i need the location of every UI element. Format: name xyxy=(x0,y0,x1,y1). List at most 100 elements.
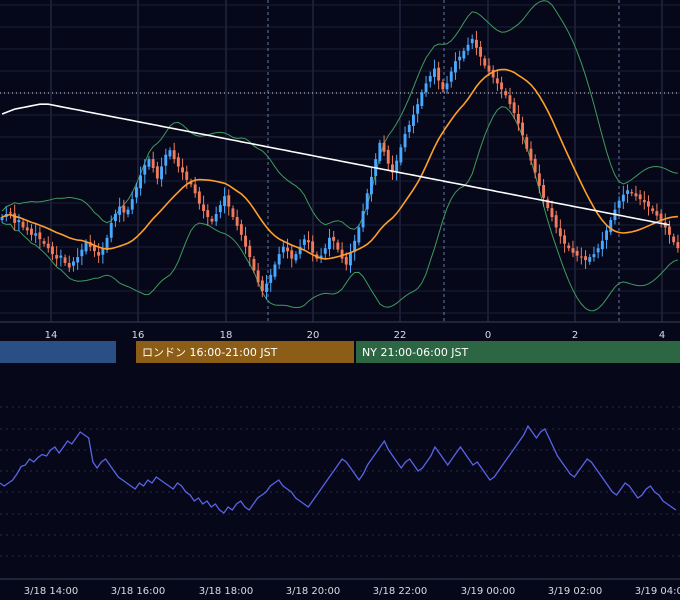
oscillator-panel xyxy=(0,406,680,580)
candle-body xyxy=(407,125,411,133)
candle-body xyxy=(491,69,495,78)
price-x-tick: 2 xyxy=(572,330,578,341)
candle-body xyxy=(445,83,449,90)
candle-body xyxy=(164,154,168,166)
candle-body xyxy=(273,264,277,277)
candle-body xyxy=(223,196,226,206)
candle-body xyxy=(361,211,365,228)
candle-body xyxy=(168,150,172,157)
candle-body xyxy=(122,205,126,213)
candle-body xyxy=(286,247,289,252)
candle-body xyxy=(512,102,516,114)
candle-body xyxy=(130,199,134,210)
osc-line xyxy=(0,424,677,514)
candle-body xyxy=(365,193,369,210)
candle-body xyxy=(181,167,184,173)
candle-body xyxy=(143,165,147,175)
candle-body xyxy=(458,56,462,61)
candle-body xyxy=(630,192,634,194)
candles xyxy=(0,30,680,300)
candle-body xyxy=(600,240,604,250)
candle-body xyxy=(533,158,537,173)
candle-body xyxy=(487,65,491,72)
candle-body xyxy=(38,232,42,240)
candle-body xyxy=(558,228,562,237)
moving-average-slow xyxy=(1,103,670,226)
candle-body xyxy=(391,164,394,173)
osc-x-tick: 3/18 20:00 xyxy=(286,586,340,597)
candle-body xyxy=(84,242,88,252)
candle-body xyxy=(210,218,214,222)
candle-body xyxy=(147,159,151,167)
session-label: NY 21:00-06:00 JST xyxy=(362,346,469,359)
candle-body xyxy=(281,246,285,253)
candle-body xyxy=(655,211,659,216)
candle-body xyxy=(638,194,642,200)
candle-body xyxy=(470,38,474,44)
osc-x-tick: 3/19 04:00 xyxy=(635,586,680,597)
candle-body xyxy=(353,240,357,252)
candle-body xyxy=(227,195,231,207)
candle-body xyxy=(214,214,218,222)
candle-body xyxy=(135,187,138,198)
candle-body xyxy=(239,224,243,235)
candle-body xyxy=(344,256,348,265)
candle-body xyxy=(454,61,457,73)
candle-body xyxy=(588,257,592,262)
candle-body xyxy=(189,181,193,185)
candle-body xyxy=(176,157,180,167)
price-x-tick: 18 xyxy=(220,330,233,341)
osc-x-tick: 3/18 16:00 xyxy=(111,586,165,597)
candle-body xyxy=(25,227,29,231)
candle-body xyxy=(420,92,424,106)
bollinger-bands xyxy=(1,0,679,312)
candle-body xyxy=(567,245,571,249)
candle-body xyxy=(256,270,260,283)
candle-body xyxy=(479,46,482,57)
candle-body xyxy=(378,142,382,161)
candle-body xyxy=(386,149,390,164)
candle-body xyxy=(340,249,344,259)
candle-body xyxy=(88,242,92,247)
session-bar: ロンドン 16:00-21:00 JST NY 21:00-06:00 JST xyxy=(0,341,680,363)
candle-body xyxy=(185,171,189,180)
candle-body xyxy=(0,217,4,220)
candle-body xyxy=(328,237,331,250)
candle-body xyxy=(97,252,101,256)
candle-body xyxy=(621,194,625,202)
candle-body xyxy=(332,236,336,241)
candle-body xyxy=(206,210,210,217)
candle-body xyxy=(277,254,281,265)
osc-x-tick: 3/18 22:00 xyxy=(373,586,427,597)
candle-body xyxy=(542,185,545,198)
candle-body xyxy=(495,78,499,84)
candle-body xyxy=(21,221,25,228)
candle-body xyxy=(319,255,323,259)
candle-body xyxy=(672,236,676,243)
candle-body xyxy=(370,176,373,195)
candle-body xyxy=(172,150,176,160)
candle-body xyxy=(248,245,252,258)
candle-body xyxy=(584,256,587,261)
candle-body xyxy=(151,159,155,168)
candle-body xyxy=(193,184,197,194)
candle-body xyxy=(433,68,436,77)
price-x-tick: 0 xyxy=(485,330,491,341)
candle-body xyxy=(202,204,205,211)
osc-x-tick: 3/19 00:00 xyxy=(461,586,515,597)
price-x-tick: 14 xyxy=(45,330,58,341)
candle-body xyxy=(139,175,142,189)
candle-body xyxy=(399,147,403,163)
candle-body xyxy=(42,241,46,244)
candle-body xyxy=(642,200,646,203)
candle-body xyxy=(63,257,67,263)
candle-body xyxy=(290,250,294,259)
candle-body xyxy=(118,206,122,215)
candle-body xyxy=(126,209,130,215)
candle-body xyxy=(311,241,315,253)
candle-body xyxy=(428,76,432,82)
candle-body xyxy=(105,237,109,250)
candle-body xyxy=(571,248,575,253)
candle-body xyxy=(72,261,75,266)
